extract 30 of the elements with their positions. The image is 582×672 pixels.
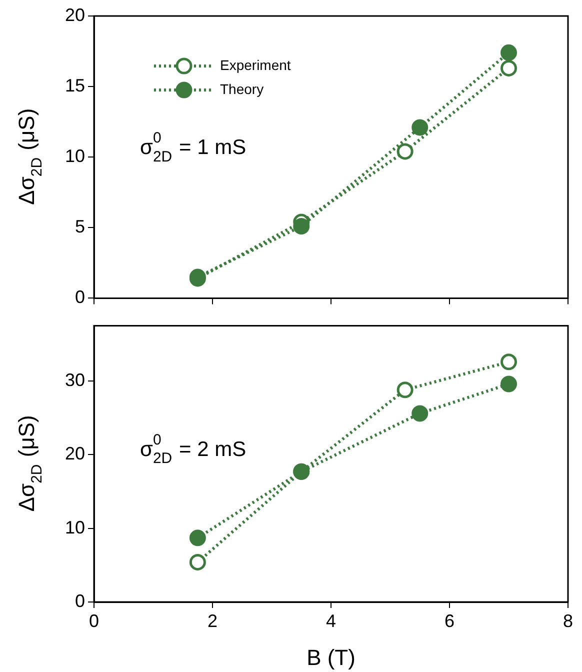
point (293, 218, 310, 234)
point (500, 44, 517, 61)
legend-label: Experiment (220, 56, 291, 73)
y-tick-label: 30 (64, 370, 85, 390)
point (396, 143, 414, 160)
y-tick-label: 20 (64, 444, 85, 464)
x-tick-label: 6 (444, 610, 455, 631)
point (500, 60, 517, 76)
point (189, 554, 206, 570)
y-tick-label: 0 (74, 590, 85, 611)
y-tick-label: 5 (74, 216, 85, 237)
x-tick-label: 4 (326, 610, 336, 631)
y-tick-label: 20 (64, 4, 85, 25)
y-tick-label: 10 (64, 517, 85, 538)
y-axis-title: Δσ2D (μS) (14, 108, 46, 205)
x-tick-label: 0 (88, 610, 100, 631)
y-tick-label: 15 (64, 76, 85, 96)
point (500, 376, 517, 392)
point (412, 405, 428, 422)
y-tick-label: 10 (64, 146, 85, 166)
y-axis-title: Δσ2D (μS) (14, 415, 46, 512)
point (500, 354, 517, 370)
y-tick-label: 0 (74, 287, 85, 308)
x-tick-label: 8 (562, 610, 574, 631)
x-tick-label: 2 (207, 610, 218, 631)
point (189, 530, 206, 546)
x-axis-title: B (T) (306, 644, 356, 670)
point (396, 382, 414, 398)
legend-label: Theory (220, 80, 264, 97)
point (412, 119, 428, 136)
